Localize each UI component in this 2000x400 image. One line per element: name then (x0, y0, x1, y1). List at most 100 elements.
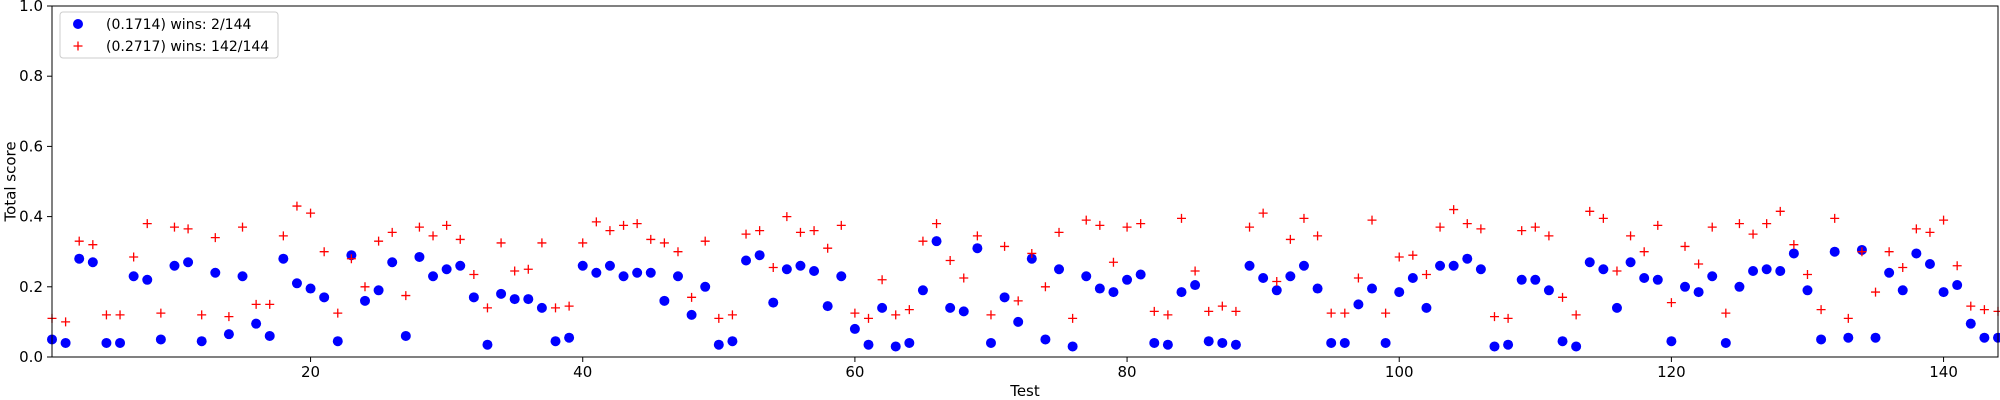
data-point-red (659, 238, 669, 248)
data-point-red (1367, 215, 1377, 225)
data-point-red (1775, 206, 1785, 216)
data-point-red (1313, 231, 1323, 241)
data-point-blue (305, 283, 316, 294)
data-point-blue (1734, 281, 1745, 292)
data-point-blue (1652, 274, 1663, 285)
data-point-red (836, 220, 846, 230)
data-point-red (401, 291, 411, 301)
data-point-red (782, 212, 792, 222)
data-point-red (482, 303, 492, 313)
data-point-red (1095, 220, 1105, 230)
data-point-blue (1870, 332, 1881, 343)
data-point-blue (1775, 266, 1786, 277)
x-axis: 20 40 60 80 100 120 140 (301, 357, 1958, 381)
data-point-red (1122, 222, 1132, 232)
data-point-blue (1802, 285, 1813, 296)
data-point-blue (387, 257, 398, 268)
data-point-red (1639, 247, 1649, 257)
data-point-blue (223, 329, 234, 340)
data-point-red (1489, 312, 1499, 322)
data-point-red (442, 220, 452, 230)
data-point-blue (564, 332, 575, 343)
data-point-blue (577, 260, 588, 271)
data-point-blue (251, 318, 262, 329)
data-point-red (265, 299, 275, 309)
data-point-red (1952, 261, 1962, 271)
y-tick-label: 0.2 (19, 278, 43, 296)
data-point-red (156, 308, 166, 318)
data-point-blue (319, 292, 330, 303)
data-point-blue (210, 267, 221, 278)
data-point-blue (836, 271, 847, 282)
plot-frame (51, 5, 1999, 358)
data-point-blue (1639, 273, 1650, 284)
data-point-blue (142, 274, 153, 285)
data-point-blue (536, 302, 547, 313)
data-point-red (387, 227, 397, 237)
data-point-blue (1081, 271, 1092, 282)
legend-entry-blue: (0.1714) wins: 2/144 (106, 17, 251, 33)
data-point-red (1421, 270, 1431, 280)
data-point-blue (101, 337, 112, 348)
data-point-red (1598, 213, 1608, 223)
data-point-blue (931, 236, 942, 247)
data-point-blue (1557, 336, 1568, 347)
data-point-red (1626, 231, 1636, 241)
data-point-red (1925, 227, 1935, 237)
data-point-blue (1108, 287, 1119, 298)
data-point-blue (1611, 302, 1622, 313)
data-point-blue (1380, 337, 1391, 348)
data-point-red (1911, 224, 1921, 234)
legend-box (59, 11, 279, 59)
data-point-blue (768, 297, 779, 308)
data-point-blue (1435, 260, 1446, 271)
data-point-blue (1203, 336, 1214, 347)
data-point-red (251, 299, 261, 309)
data-point-red (1966, 301, 1976, 311)
data-point-blue (1353, 299, 1364, 310)
data-point-blue (1911, 248, 1922, 259)
data-point-blue (1244, 260, 1255, 271)
data-point-red (727, 310, 737, 320)
data-point-blue (1571, 341, 1582, 352)
data-point-red (1979, 305, 1989, 315)
data-point-blue (1135, 269, 1146, 280)
data-point-red (1000, 241, 1010, 251)
data-point-blue (1993, 332, 2000, 343)
data-point-red (1163, 310, 1173, 320)
data-point-red (129, 252, 139, 262)
data-point-red (687, 292, 697, 302)
y-axis: 0.0 0.2 0.4 0.6 0.8 1.0 (19, 0, 52, 366)
data-point-red (1694, 259, 1704, 269)
data-point-red (61, 317, 71, 327)
data-point-red (1149, 306, 1159, 316)
data-point-red (864, 313, 874, 323)
data-point-red (374, 236, 384, 246)
data-point-blue (1040, 334, 1051, 345)
data-point-red (564, 301, 574, 311)
data-point-blue (1067, 341, 1078, 352)
data-point-red (1285, 234, 1295, 244)
data-point-blue (945, 302, 956, 313)
data-point-red (238, 222, 248, 232)
data-point-blue (1693, 287, 1704, 298)
data-point-red (877, 275, 887, 285)
data-point-red (809, 226, 819, 236)
data-point-red (428, 231, 438, 241)
data-point-red (1081, 215, 1091, 225)
data-point-blue (128, 271, 139, 282)
data-point-red (986, 310, 996, 320)
data-point-blue (509, 294, 520, 305)
data-point-blue (1516, 274, 1527, 285)
data-point-red (1666, 298, 1676, 308)
data-point-blue (264, 330, 275, 341)
data-point-red (88, 240, 98, 250)
data-point-blue (1149, 337, 1160, 348)
data-point-red (1503, 313, 1513, 323)
data-point-blue (1176, 287, 1187, 298)
y-tick-label: 0.0 (19, 348, 43, 366)
data-point-blue (332, 336, 343, 347)
data-point-blue (468, 292, 479, 303)
data-point-red (1544, 231, 1554, 241)
data-point-blue (1421, 302, 1432, 313)
